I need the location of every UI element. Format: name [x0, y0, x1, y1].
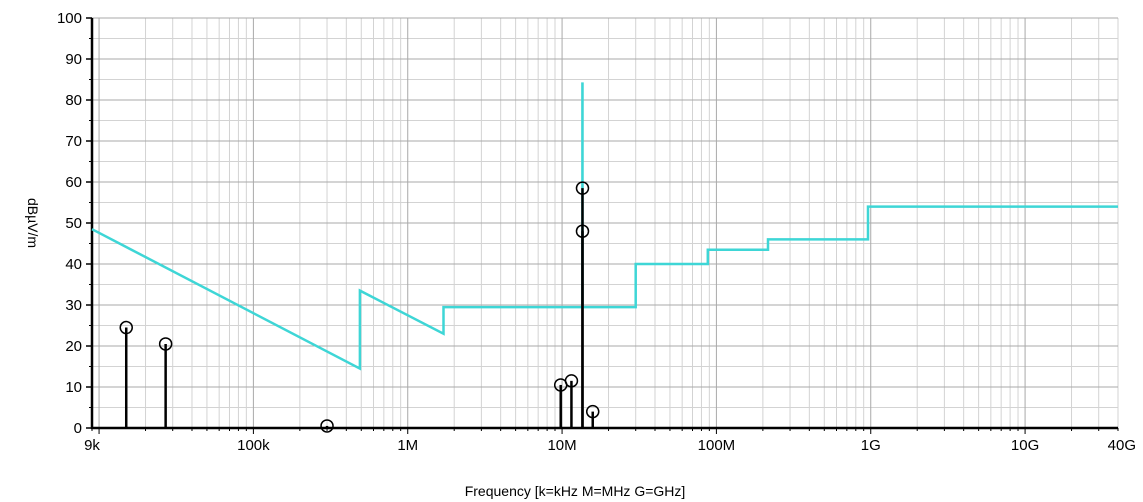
y-axis-label: dBµV/m [25, 198, 41, 248]
y-tick-label: 100 [57, 10, 82, 27]
peak-series [119, 181, 600, 433]
x-tick-label: 10G [1011, 437, 1039, 454]
limit-line [91, 82, 1118, 371]
peak-marker [575, 224, 590, 238]
x-axis-label: Frequency [k=kHz M=MHz G=GHz] [465, 483, 686, 499]
x-tick-label: 9k [84, 437, 100, 454]
y-tick-label: 30 [65, 297, 82, 314]
peak-marker [119, 320, 133, 335]
y-tick-label: 50 [65, 215, 82, 232]
limit-line-series [91, 82, 1118, 371]
y-tick-label: 0 [74, 420, 82, 437]
x-tick-label: 10M [547, 437, 576, 454]
y-tick-label: 20 [65, 338, 82, 355]
axes [86, 17, 1119, 434]
y-tick-labels: 0 10 20 30 40 50 60 70 80 90 100 [57, 10, 82, 437]
y-tick-label: 10 [65, 379, 82, 396]
x-tick-label: 1M [397, 437, 418, 454]
y-tick-label: 70 [65, 133, 82, 150]
y-tick-label: 90 [65, 51, 82, 68]
peak-marker [575, 181, 590, 195]
x-tick-label: 100k [237, 437, 270, 454]
y-tick-label: 40 [65, 256, 82, 273]
x-tick-label: 40G [1108, 437, 1136, 454]
x-tick-label: 100M [698, 437, 736, 454]
peak-marker [158, 337, 173, 351]
x-tick-labels: 9k 100k 1M 10M 100M 1G 10G 40G [84, 437, 1136, 454]
peak-marker [320, 419, 334, 433]
x-tick-label: 1G [861, 437, 881, 454]
peak-marker [585, 404, 600, 419]
y-tick-label: 80 [65, 92, 82, 109]
peak-marker [564, 374, 579, 388]
y-tick-label: 60 [65, 174, 82, 191]
